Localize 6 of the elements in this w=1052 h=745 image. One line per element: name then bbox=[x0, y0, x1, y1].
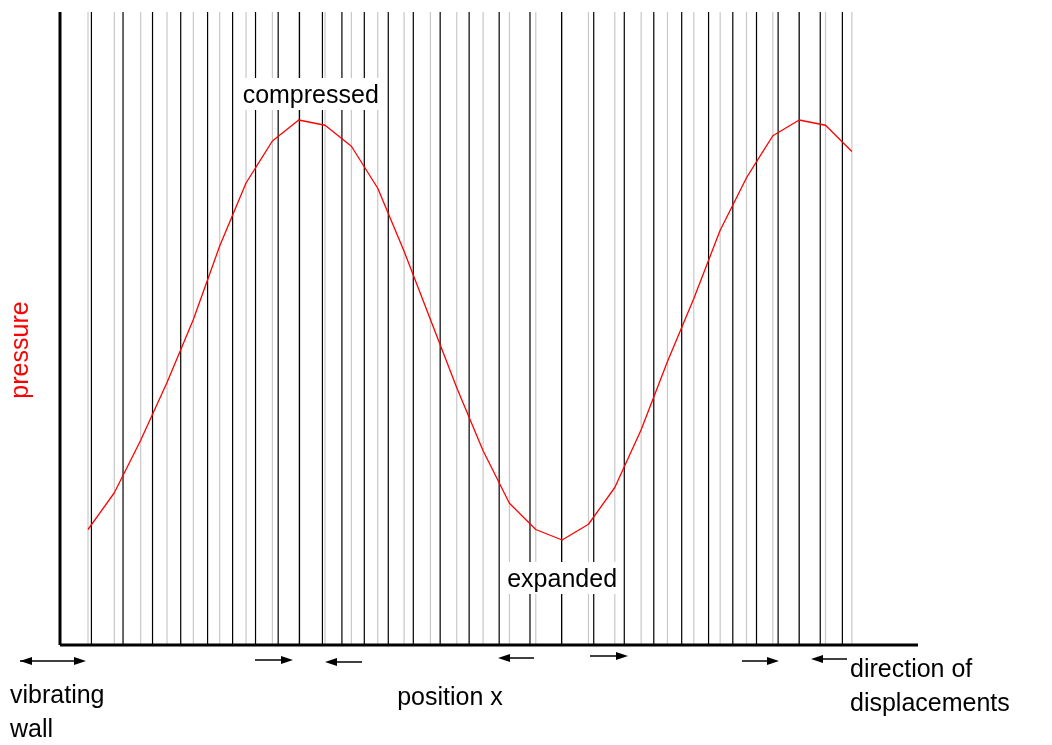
text: compressed bbox=[242, 80, 379, 108]
text: vibrating wall bbox=[9, 680, 105, 742]
annotation: expanded bbox=[507, 564, 618, 592]
x-axis-title: position x bbox=[397, 682, 504, 710]
y-axis-title: pressure bbox=[5, 301, 33, 399]
text: direction of displacements bbox=[850, 654, 1010, 716]
